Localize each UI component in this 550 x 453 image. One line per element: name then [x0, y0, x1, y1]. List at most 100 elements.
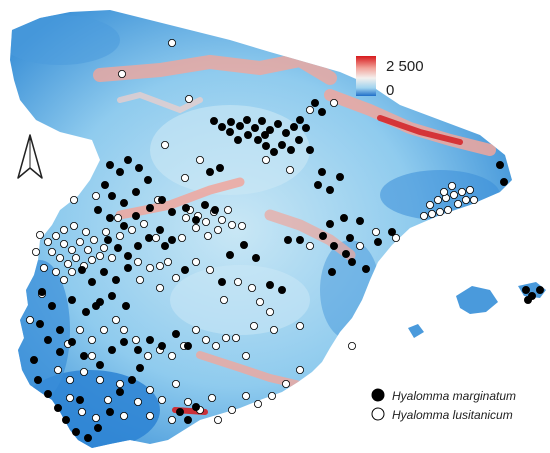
lusitanicum-point [457, 187, 466, 196]
marginatum-point [295, 235, 304, 244]
marginatum-point [210, 205, 219, 214]
lusitanicum-point [195, 155, 204, 164]
marginatum-point [301, 124, 310, 133]
marginatum-point [180, 265, 189, 274]
lusitanicum-point [329, 99, 338, 108]
lusitanicum-point [145, 385, 154, 394]
marginatum-point [133, 241, 142, 250]
marginatum-point [127, 375, 136, 384]
lusitanicum-point [133, 397, 142, 406]
marginatum-point [269, 147, 278, 156]
lusitanicum-point [133, 257, 142, 266]
lusitanicum-point [267, 391, 276, 400]
marginatum-point [120, 198, 129, 207]
lusitanicum-point [305, 106, 314, 115]
marginatum-point [56, 347, 65, 356]
lusitanicum-point [163, 257, 172, 266]
marginatum-point [114, 243, 123, 252]
lusitanicum-point [167, 415, 176, 424]
marginatum-point [96, 360, 105, 369]
lusitanicum-point [295, 321, 304, 330]
lusitanicum-point [249, 321, 258, 330]
lusitanicum-point [90, 235, 99, 244]
marginatum-point [44, 389, 53, 398]
lusitanicum-point [68, 245, 77, 254]
legend-symbol-marginatum [371, 388, 385, 402]
marginatum-point [29, 355, 38, 364]
marginatum-point [347, 257, 356, 266]
lusitanicum-point [96, 251, 105, 260]
marginatum-point [499, 177, 508, 186]
lusitanicum-point [155, 261, 164, 270]
marginatum-point [56, 325, 65, 334]
lusitanicum-point [88, 255, 97, 264]
marginatum-point [131, 211, 140, 220]
lusitanicum-point [183, 397, 192, 406]
marginatum-point [536, 285, 545, 294]
lusitanicum-point [219, 295, 228, 304]
lusitanicum-point [66, 375, 75, 384]
marginatum-point [145, 203, 154, 212]
marginatum-point [205, 167, 214, 176]
lusitanicum-point [391, 233, 400, 242]
lusitanicum-point [84, 245, 93, 254]
marginatum-point [217, 123, 226, 132]
marginatum-point [104, 235, 113, 244]
lusitanicum-point [427, 209, 436, 218]
marginatum-point [191, 215, 200, 224]
lusitanicum-point [227, 220, 236, 229]
marginatum-point [317, 108, 326, 117]
lusitanicum-point [72, 253, 81, 262]
marginatum-point [106, 213, 115, 222]
lusitanicum-point [231, 333, 240, 342]
lusitanicum-point [92, 413, 101, 422]
lusitanicum-point [285, 165, 294, 174]
marginatum-point [261, 141, 270, 150]
marginatum-point [34, 375, 43, 384]
marginatum-point [286, 145, 295, 154]
lusitanicum-point [155, 283, 164, 292]
lusitanicum-point [127, 225, 136, 234]
elevation-scale-min-label: 0 [386, 82, 394, 99]
lusitanicum-point [80, 367, 89, 376]
marginatum-point [345, 233, 354, 242]
lusitanicum-point [205, 265, 214, 274]
north-arrow-icon [17, 134, 43, 179]
lusitanicum-point [48, 247, 57, 256]
marginatum-point [225, 250, 234, 259]
lusitanicum-point [217, 215, 226, 224]
lusitanicum-point [177, 233, 186, 242]
marginatum-point [325, 219, 334, 228]
marginatum-point [135, 363, 144, 372]
marginatum-point [112, 275, 121, 284]
lusitanicum-point [88, 335, 97, 344]
marginatum-point [524, 295, 533, 304]
lusitanicum-point [241, 391, 250, 400]
marginatum-point [265, 126, 274, 135]
marginatum-point [116, 387, 125, 396]
marginatum-point [251, 253, 260, 262]
marginatum-point [273, 120, 282, 129]
lusitanicum-point [96, 375, 105, 384]
lusitanicum-point [112, 315, 121, 324]
lusitanicum-point [92, 191, 101, 200]
lusitanicum-point [355, 241, 364, 250]
lusitanicum-point [469, 195, 478, 204]
marginatum-point [294, 135, 303, 144]
marginatum-point [155, 225, 164, 234]
marginatum-point [289, 123, 298, 132]
marginatum-point [108, 345, 117, 354]
lusitanicum-point [104, 395, 113, 404]
marginatum-point [277, 140, 286, 149]
lusitanicum-point [425, 200, 434, 209]
lusitanicum-point [237, 221, 246, 230]
lusitanicum-point [447, 181, 456, 190]
lusitanicum-point [269, 325, 278, 334]
marginatum-point [341, 249, 350, 258]
marginatum-point [250, 124, 259, 133]
marginatum-point [48, 301, 57, 310]
marginatum-point [124, 155, 133, 164]
marginatum-point [38, 287, 47, 296]
marginatum-point [72, 427, 81, 436]
lusitanicum-point [32, 247, 41, 256]
